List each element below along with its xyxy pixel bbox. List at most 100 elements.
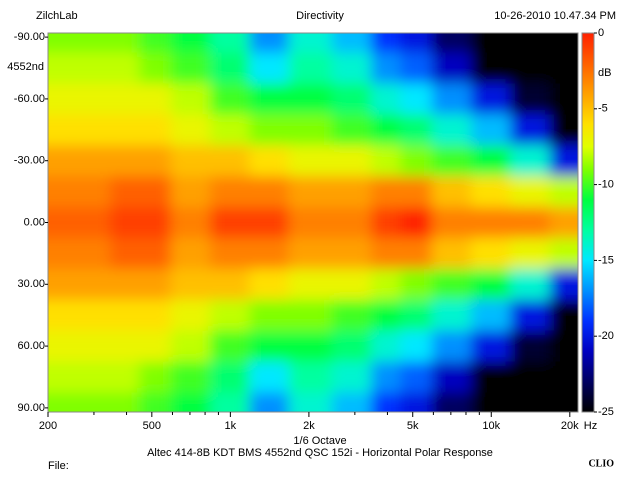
heat-cell — [249, 207, 290, 239]
heat-cell — [110, 83, 140, 115]
heat-cell — [400, 114, 433, 146]
heat-cell — [249, 299, 290, 332]
heat-cell — [48, 361, 72, 393]
heat-cell — [48, 207, 72, 239]
heat-cell — [249, 114, 290, 146]
heat-cell — [431, 176, 472, 208]
heat-cell — [371, 145, 401, 177]
heat-cell — [70, 114, 111, 146]
x-tick-label: 200 — [39, 420, 57, 432]
heat-cell — [510, 114, 551, 146]
heat-cell — [48, 268, 72, 301]
heat-cell — [371, 114, 401, 146]
heat-cell — [549, 392, 578, 412]
heat-cell — [371, 52, 401, 84]
x-tick-label: 5k — [407, 420, 419, 432]
heat-cell — [48, 299, 72, 332]
timestamp: 10-26-2010 10.47.34 PM — [494, 10, 616, 22]
heat-cell — [288, 83, 333, 115]
subtitle: Altec 414-8B KDT BMS 4552nd QSC 152i - H… — [147, 447, 493, 459]
heat-cell — [431, 392, 472, 412]
heat-cell — [331, 237, 372, 270]
heat-cell — [170, 330, 211, 363]
heat-cell — [549, 176, 578, 208]
heat-cell — [400, 33, 433, 54]
heat-cell — [510, 330, 551, 363]
x-tick-label: 20k — [561, 420, 579, 432]
heat-cell — [48, 330, 72, 363]
heat-cell — [170, 237, 211, 270]
heat-cell — [139, 145, 172, 177]
heat-cell — [170, 361, 211, 393]
heat-cell — [549, 237, 578, 270]
heat-cell — [549, 83, 578, 115]
heat-cell — [70, 52, 111, 84]
heat-cell — [170, 299, 211, 332]
heat-cell — [288, 33, 333, 54]
heat-cell — [331, 330, 372, 363]
heat-cell — [110, 268, 140, 301]
x-unit: Hz — [584, 420, 597, 432]
heat-cell — [471, 392, 511, 412]
heat-cell — [170, 114, 211, 146]
heat-cell — [510, 299, 551, 332]
heat-cell — [331, 207, 372, 239]
heat-cell — [70, 237, 111, 270]
y-tick-label: 60.00 — [17, 340, 45, 352]
y-tick-label: 30.00 — [17, 278, 45, 290]
heat-cell — [331, 83, 372, 115]
heat-cell — [70, 145, 111, 177]
heat-cell — [70, 33, 111, 54]
heat-cell — [288, 176, 333, 208]
heat-cell — [210, 114, 250, 146]
heat-cell — [70, 176, 111, 208]
heat-cell — [471, 33, 511, 54]
heat-cell — [331, 52, 372, 84]
heat-cell — [288, 237, 333, 270]
heat-cell — [110, 330, 140, 363]
heat-cell — [48, 52, 72, 84]
heat-cell — [210, 299, 250, 332]
heat-cell — [249, 330, 290, 363]
heat-cell — [210, 33, 250, 54]
heat-cell — [110, 33, 140, 54]
heat-cell — [210, 361, 250, 393]
heat-cell — [331, 299, 372, 332]
heat-cell — [110, 114, 140, 146]
heat-cell — [110, 52, 140, 84]
heat-cell — [110, 145, 140, 177]
heat-cell — [249, 145, 290, 177]
heat-cell — [249, 392, 290, 412]
heat-cell — [70, 83, 111, 115]
heat-cell — [431, 145, 472, 177]
heat-cell — [471, 176, 511, 208]
heat-cell — [549, 207, 578, 239]
heat-cell — [48, 176, 72, 208]
heat-cell — [139, 268, 172, 301]
heat-cell — [139, 237, 172, 270]
heat-cell — [249, 268, 290, 301]
heat-cell — [331, 268, 372, 301]
colorbar-tick-label: -10 — [598, 179, 614, 191]
heat-cell — [510, 145, 551, 177]
heat-cell — [139, 176, 172, 208]
heat-cell — [400, 52, 433, 84]
heat-cell — [331, 361, 372, 393]
colorbar-tick-label: 0 — [598, 27, 604, 39]
heat-cell — [288, 299, 333, 332]
heat-cell — [288, 361, 333, 393]
heatmap — [48, 33, 578, 412]
heat-cell — [400, 330, 433, 363]
heat-cell — [48, 392, 72, 412]
heat-cell — [48, 145, 72, 177]
heat-cell — [510, 176, 551, 208]
heat-cell — [371, 33, 401, 54]
heat-cell — [331, 114, 372, 146]
heat-cell — [70, 299, 111, 332]
heat-cell — [210, 392, 250, 412]
heat-cell — [170, 52, 211, 84]
y-tick-label: -60.00 — [14, 93, 45, 105]
heat-cell — [431, 330, 472, 363]
